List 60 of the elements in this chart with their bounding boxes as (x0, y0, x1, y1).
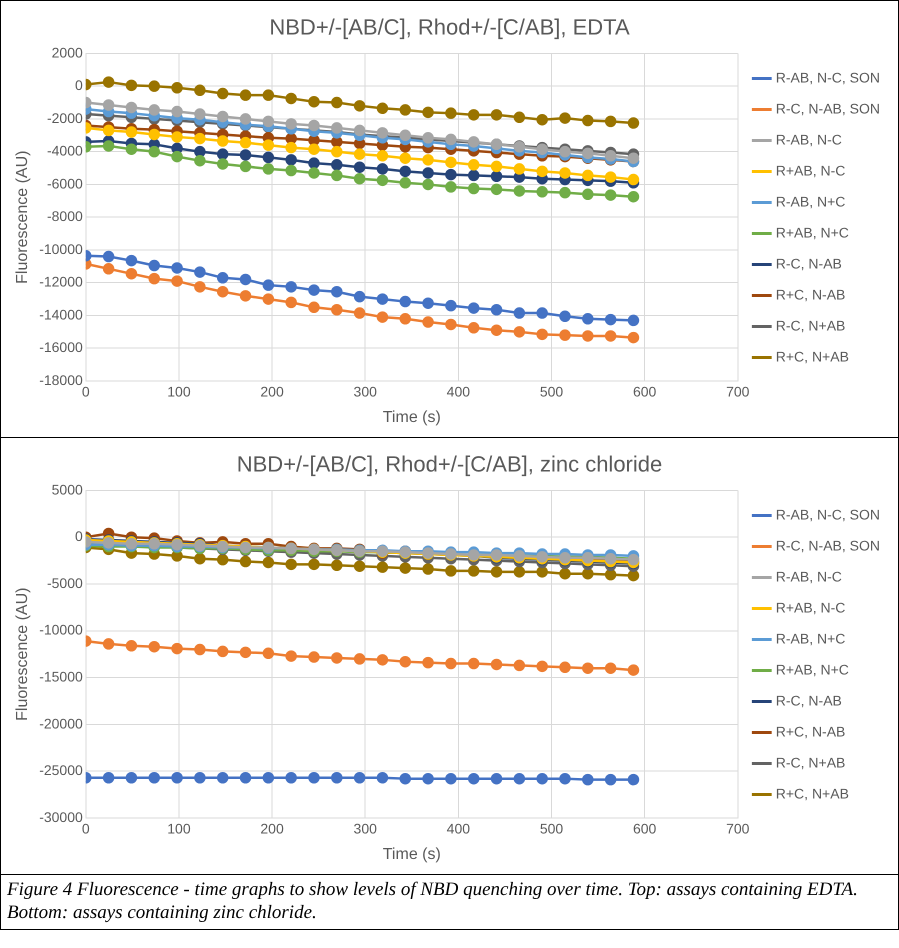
chart-title: NBD+/-[AB/C], Rhod+/-[C/AB], EDTA (269, 14, 630, 40)
y-tick-label: -25000 (39, 762, 84, 778)
x-tick-label: 300 (354, 383, 378, 400)
legend-label: R+C, N+AB (776, 348, 849, 364)
y-tick-label: 0 (74, 528, 83, 544)
legend-label: R-C, N+AB (776, 317, 846, 334)
legend-label: R-C, N-AB, SON (776, 100, 880, 116)
y-axis-title: Fluorescence (AU) (14, 588, 32, 721)
legend-label: R+C, N-AB (776, 723, 846, 740)
x-tick-label: 700 (726, 820, 750, 836)
chart-title: NBD+/-[AB/C], Rhod+/-[C/AB], zinc chloride (236, 451, 662, 476)
legend-label: R+C, N+AB (776, 785, 849, 802)
legend-label: R+AB, N+C (776, 661, 849, 678)
y-tick-label: -4000 (46, 142, 83, 159)
y-tick-label: -30000 (39, 808, 84, 825)
legend-label: R-C, N+AB (776, 754, 846, 770)
y-tick-label: -12000 (39, 274, 84, 290)
y-tick-label: -14000 (39, 306, 84, 322)
x-tick-label: 300 (354, 820, 378, 836)
x-axis-title: Time (s) (382, 846, 441, 863)
legend-label: R-C, N-AB (776, 255, 842, 272)
legend-label: R-AB, N-C, SON (776, 69, 880, 86)
x-tick-label: 500 (540, 820, 564, 836)
y-tick-label: -5000 (46, 574, 83, 591)
x-tick-label: 500 (540, 383, 564, 400)
legend-label: R-AB, N+C (776, 630, 846, 646)
x-tick-label: 100 (167, 820, 191, 836)
y-tick-label: 5000 (52, 481, 83, 498)
legend-label: R-AB, N+C (776, 193, 846, 210)
legend-label: R+AB, N+C (776, 224, 849, 240)
caption: Figure 4 Fluorescence - time graphs to show levels of NBD quenching over time. Top: assays containing EDTA. Bottom: assays containing zinc chloride. (6, 878, 859, 925)
x-tick-label: 100 (167, 383, 191, 400)
y-tick-label: -10000 (39, 622, 84, 638)
x-tick-label: 700 (726, 383, 750, 400)
y-tick-label: 2000 (52, 44, 83, 60)
y-tick-label: -6000 (46, 175, 83, 192)
y-tick-label: -15000 (39, 668, 84, 684)
y-tick-label: -8000 (46, 208, 83, 224)
x-tick-label: 600 (632, 383, 657, 400)
legend-label: R-AB, N-C (776, 131, 842, 148)
legend-label: R-C, N-AB (776, 692, 842, 708)
y-tick-label: -18000 (39, 372, 84, 388)
x-tick-label: 400 (446, 820, 470, 836)
y-tick-label: 0 (74, 77, 83, 94)
y-tick-label: -2000 (46, 110, 83, 126)
x-axis-title: Time (s) (382, 408, 441, 426)
legend-label: R+AB, N-C (776, 599, 846, 616)
y-tick-label: -10000 (39, 240, 84, 257)
x-tick-label: 200 (260, 820, 284, 836)
y-axis-title: Fluorescence (AU) (14, 150, 32, 284)
x-tick-label: 600 (632, 820, 657, 836)
legend-label: R+AB, N-C (776, 162, 846, 178)
x-tick-label: 400 (446, 383, 470, 400)
legend-label: R-AB, N-C, SON (776, 506, 880, 522)
legend-label: R+C, N-AB (776, 286, 846, 302)
legend-label: R-AB, N-C (776, 568, 842, 584)
y-tick-label: -16000 (39, 339, 84, 356)
legend-label: R-C, N-AB, SON (776, 537, 880, 554)
y-tick-label: -20000 (39, 715, 84, 732)
x-tick-label: 200 (260, 383, 284, 400)
